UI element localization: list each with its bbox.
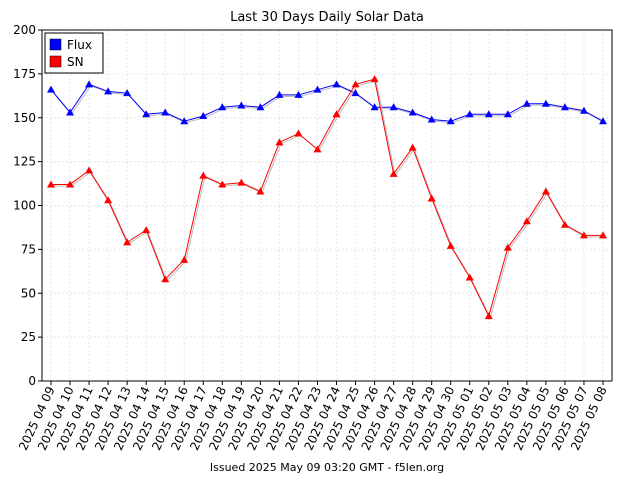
marker <box>541 187 550 195</box>
legend-swatch <box>49 38 62 51</box>
marker <box>332 110 341 118</box>
y-tick-label: 0 <box>28 374 36 388</box>
marker <box>66 180 75 188</box>
legend: Flux SN <box>44 32 104 74</box>
marker <box>66 108 75 116</box>
marker <box>313 85 322 93</box>
marker <box>560 220 569 228</box>
y-tick-label: 200 <box>13 23 36 37</box>
legend-label: Flux <box>67 38 92 52</box>
y-tick-label: 100 <box>13 199 36 213</box>
marker <box>85 80 94 88</box>
marker <box>275 90 284 98</box>
marker <box>465 273 474 281</box>
marker <box>161 275 170 283</box>
marker <box>294 90 303 98</box>
marker <box>389 103 398 111</box>
marker <box>199 111 208 119</box>
marker <box>579 106 588 114</box>
marker <box>237 101 246 109</box>
marker <box>446 241 455 249</box>
y-tick-label: 75 <box>21 242 36 256</box>
y-tick-label: 50 <box>21 286 36 300</box>
marker <box>484 312 493 320</box>
marker <box>313 145 322 153</box>
line-shadow <box>52 80 605 319</box>
marker <box>199 171 208 179</box>
marker <box>332 80 341 88</box>
marker <box>123 238 132 246</box>
y-tick-label: 175 <box>13 67 36 81</box>
y-tick-label: 125 <box>13 155 36 169</box>
y-tick-label: 150 <box>13 111 36 125</box>
footer: Issued 2025 May 09 03:20 GMT - f5len.org <box>210 461 444 474</box>
marker <box>104 196 113 204</box>
series-line <box>50 83 604 122</box>
marker <box>446 117 455 125</box>
legend-label: SN <box>67 55 84 69</box>
marker <box>579 231 588 239</box>
marker <box>351 80 360 88</box>
marker <box>484 110 493 118</box>
marker <box>161 108 170 116</box>
marker <box>408 108 417 116</box>
marker <box>599 231 607 239</box>
marker <box>370 75 379 83</box>
marker <box>389 169 398 177</box>
marker <box>142 226 151 234</box>
chart-title: Last 30 Days Daily Solar Data <box>230 10 424 25</box>
marker <box>275 138 284 146</box>
marker <box>256 187 265 195</box>
marker <box>180 117 189 125</box>
marker <box>256 103 265 111</box>
y-tick-label: 25 <box>21 330 36 344</box>
marker <box>541 99 550 107</box>
marker <box>142 110 151 118</box>
marker <box>85 166 94 174</box>
marker <box>370 103 379 111</box>
marker <box>218 103 227 111</box>
marker <box>351 89 360 97</box>
marker <box>599 117 607 125</box>
marker <box>560 103 569 111</box>
marker <box>522 99 531 107</box>
marker <box>503 243 512 251</box>
marker <box>237 178 246 186</box>
marker <box>218 180 227 188</box>
marker <box>47 85 55 93</box>
marker <box>427 194 436 202</box>
marker <box>180 255 189 263</box>
marker <box>522 217 531 225</box>
legend-swatch <box>49 55 62 68</box>
marker <box>123 89 132 97</box>
marker <box>408 143 417 151</box>
marker <box>465 110 474 118</box>
marker <box>47 180 55 188</box>
marker <box>427 115 436 123</box>
plot-border <box>41 29 613 382</box>
marker <box>104 87 113 95</box>
marker <box>294 129 303 137</box>
marker <box>503 110 512 118</box>
